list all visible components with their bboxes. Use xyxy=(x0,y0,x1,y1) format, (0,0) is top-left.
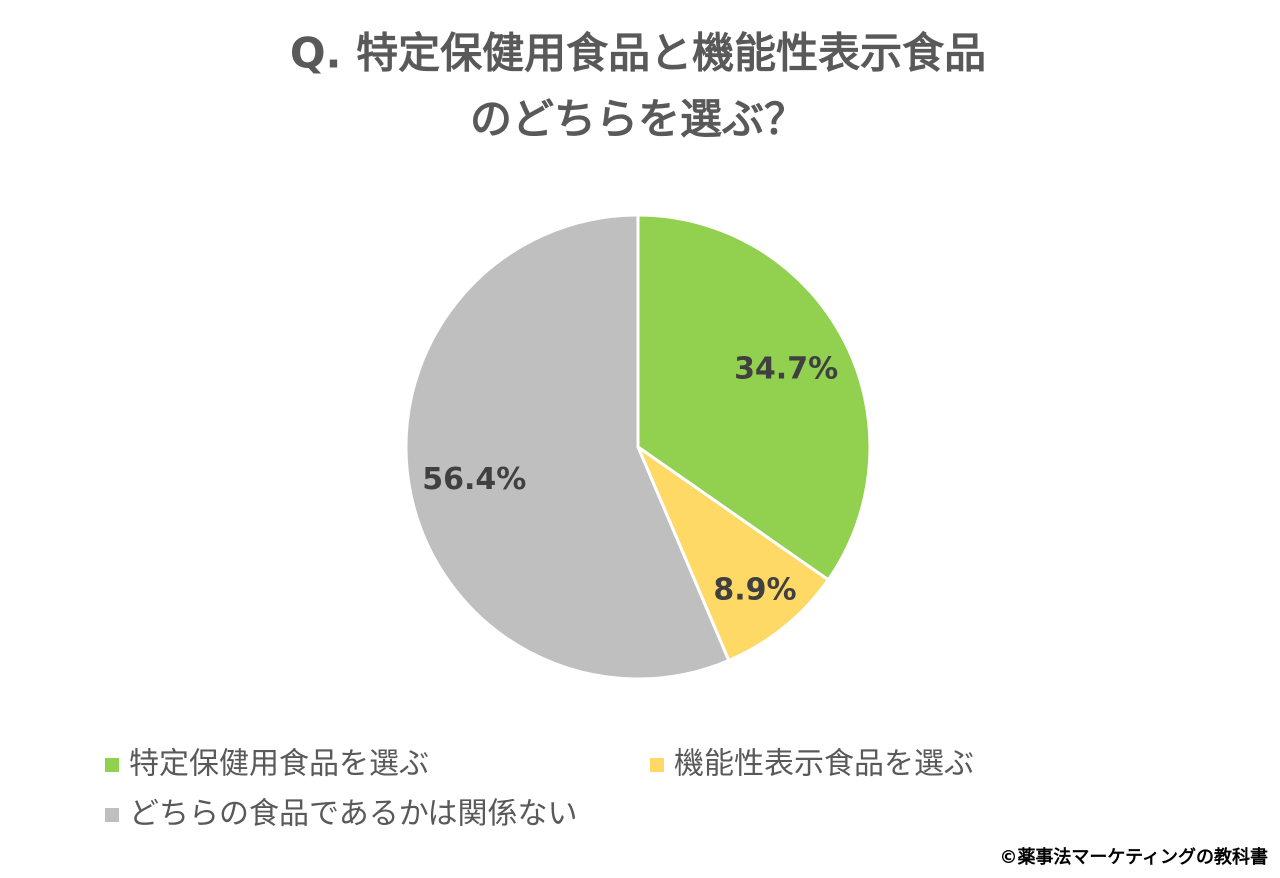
chart-title: Q. 特定保健用食品と機能性表示食品 xyxy=(290,29,986,78)
pie-slice xyxy=(404,213,731,681)
legend-swatch xyxy=(105,808,119,822)
legend-label: 特定保健用食品を選ぶ xyxy=(129,747,429,782)
legend-swatch xyxy=(105,758,119,772)
chart-title: のどちらを選ぶ？ xyxy=(470,95,806,144)
value-label: 34.7% xyxy=(734,351,838,386)
value-label: 56.4% xyxy=(422,462,526,497)
pie-slice xyxy=(634,442,831,663)
credit: ©薬事法マーケティングの教科書 xyxy=(999,846,1268,868)
legend-label: 機能性表示食品を選ぶ xyxy=(674,747,974,782)
legend-label: どちらの食品であるかは関係ない xyxy=(129,797,578,832)
value-label: 8.9% xyxy=(713,573,796,608)
legend-swatch xyxy=(650,758,664,772)
pie-slice xyxy=(636,213,872,582)
